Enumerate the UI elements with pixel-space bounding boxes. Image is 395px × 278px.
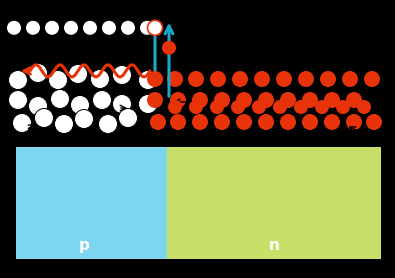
Circle shape xyxy=(276,71,292,87)
Circle shape xyxy=(98,115,117,133)
Circle shape xyxy=(336,100,350,114)
Circle shape xyxy=(102,21,116,35)
Circle shape xyxy=(45,21,59,35)
Circle shape xyxy=(83,21,97,35)
Circle shape xyxy=(280,92,296,108)
Circle shape xyxy=(28,63,47,83)
Circle shape xyxy=(364,71,380,87)
Circle shape xyxy=(189,100,203,114)
Circle shape xyxy=(75,110,94,128)
Circle shape xyxy=(51,90,70,108)
Circle shape xyxy=(168,100,182,114)
Circle shape xyxy=(13,113,32,133)
Circle shape xyxy=(92,91,111,110)
Circle shape xyxy=(366,114,382,130)
Circle shape xyxy=(9,91,28,110)
Circle shape xyxy=(26,21,40,35)
Circle shape xyxy=(273,100,287,114)
Circle shape xyxy=(210,100,224,114)
Circle shape xyxy=(298,71,314,87)
Circle shape xyxy=(188,71,204,87)
Bar xyxy=(16,147,167,259)
Circle shape xyxy=(214,114,230,130)
Circle shape xyxy=(236,114,252,130)
Circle shape xyxy=(252,100,266,114)
Circle shape xyxy=(139,71,158,90)
Circle shape xyxy=(9,71,28,90)
Circle shape xyxy=(90,70,109,88)
Circle shape xyxy=(302,92,318,108)
Circle shape xyxy=(147,71,163,87)
Circle shape xyxy=(55,115,73,133)
Circle shape xyxy=(302,114,318,130)
Circle shape xyxy=(7,21,21,35)
Circle shape xyxy=(210,71,226,87)
Circle shape xyxy=(232,71,248,87)
Text: n: n xyxy=(269,237,280,252)
Circle shape xyxy=(162,41,176,55)
Circle shape xyxy=(140,21,154,35)
Circle shape xyxy=(192,92,208,108)
Circle shape xyxy=(346,92,362,108)
Circle shape xyxy=(324,114,340,130)
Circle shape xyxy=(70,96,90,115)
Circle shape xyxy=(28,96,47,115)
Circle shape xyxy=(147,20,162,35)
Circle shape xyxy=(170,114,186,130)
Circle shape xyxy=(324,92,340,108)
Circle shape xyxy=(121,21,135,35)
Circle shape xyxy=(236,92,252,108)
Circle shape xyxy=(49,71,68,90)
Circle shape xyxy=(294,100,308,114)
Circle shape xyxy=(147,92,163,108)
Circle shape xyxy=(254,71,270,87)
Circle shape xyxy=(64,21,78,35)
Circle shape xyxy=(258,92,274,108)
Circle shape xyxy=(315,100,329,114)
Circle shape xyxy=(231,100,245,114)
Circle shape xyxy=(320,71,336,87)
Circle shape xyxy=(113,95,132,113)
Circle shape xyxy=(118,108,137,128)
Circle shape xyxy=(214,92,230,108)
Circle shape xyxy=(192,114,208,130)
Circle shape xyxy=(68,64,88,83)
Circle shape xyxy=(280,114,296,130)
Circle shape xyxy=(113,66,132,85)
Circle shape xyxy=(170,92,186,108)
Circle shape xyxy=(150,114,166,130)
Circle shape xyxy=(139,95,158,113)
Circle shape xyxy=(34,108,53,128)
Circle shape xyxy=(346,114,362,130)
Bar xyxy=(167,147,381,259)
Circle shape xyxy=(258,114,274,130)
Circle shape xyxy=(167,71,183,87)
Text: p: p xyxy=(78,237,89,252)
Circle shape xyxy=(357,100,371,114)
Circle shape xyxy=(342,71,358,87)
